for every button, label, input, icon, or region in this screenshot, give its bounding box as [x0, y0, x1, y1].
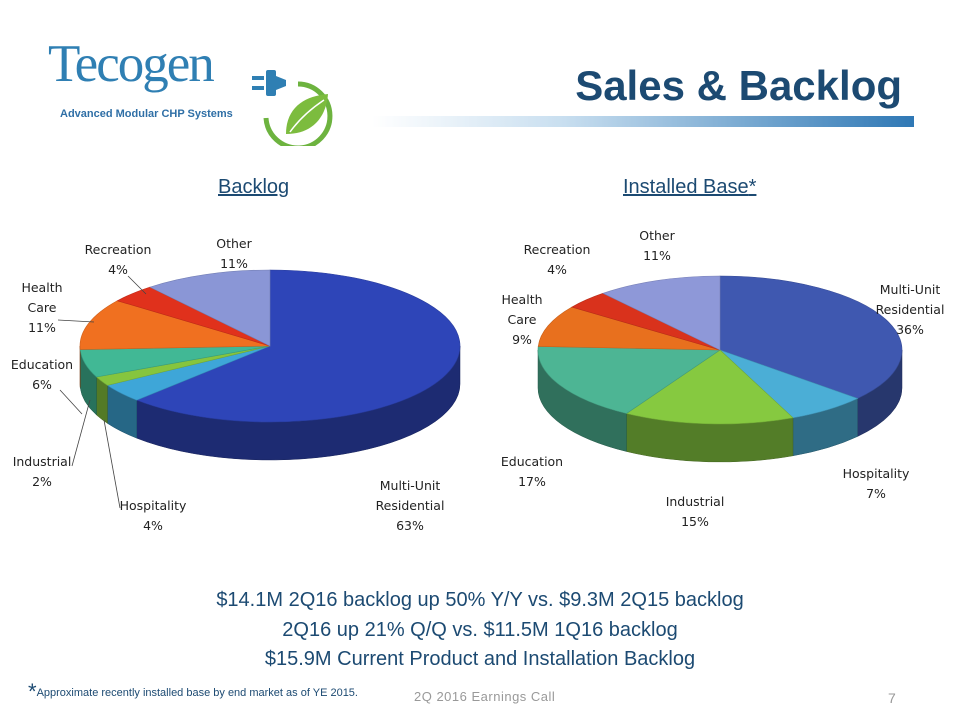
plug-leaf-icon	[252, 70, 333, 146]
backlog-slice-health-care	[79, 300, 271, 350]
backlog-label-recreation: Recreation 4%	[85, 242, 152, 277]
footnote-text: Approximate recently installed base by e…	[36, 687, 358, 699]
installed-slice-multi-unit-residential	[719, 275, 903, 399]
title-underline-bar	[372, 116, 914, 127]
summary-line-1: $14.1M 2Q16 backlog up 50% Y/Y vs. $9.3M…	[216, 589, 744, 611]
installed-label-education: Education 17%	[501, 454, 563, 489]
logo-wordmark: Tecogen	[48, 35, 215, 93]
backlog-leader-line-health-care	[57, 319, 95, 323]
backlog-leader-line-hospitality	[103, 419, 121, 509]
installed-pie: Multi-Unit Residential 36% Hospitality 7% Ind…	[501, 228, 945, 529]
footnote-asterisk: *	[28, 679, 37, 704]
backlog-leader-line-education	[59, 389, 83, 415]
installed-base-chart-title: Installed Base*	[623, 176, 756, 199]
installed-slice-other	[602, 275, 721, 351]
installed-base-title-asterisk: *	[748, 176, 757, 198]
installed-slice-education	[537, 346, 721, 414]
slide-title: Sales & Backlog	[575, 62, 902, 109]
summary-line-2: 2Q16 up 21% Q/Q vs. $11.5M 1Q16 backlog	[282, 619, 678, 641]
installed-slice-industrial	[625, 349, 794, 425]
footer-event: 2Q 2016 Earnings Call	[414, 689, 556, 704]
backlog-slice-other	[149, 269, 271, 347]
company-logo: Tecogen Advanced Modular CHP Systems	[48, 35, 333, 146]
installed-slice-health-care	[537, 306, 721, 351]
footnote: *Approximate recently installed base by …	[28, 679, 358, 705]
backlog-label-multi-unit-residential: Multi-Unit Residential 63%	[376, 478, 445, 533]
installed-label-health-care: Health Care 9%	[501, 292, 542, 347]
backlog-pie: Multi-Unit Residential 63% Hospitality 4% Ind…	[11, 236, 461, 533]
backlog-label-industrial: Industrial 2%	[13, 454, 72, 489]
installed-label-multi-unit-residential: Multi-Unit Residential 36%	[876, 282, 945, 337]
logo-tagline: Advanced Modular CHP Systems	[60, 108, 233, 120]
installed-label-hospitality: Hospitality 7%	[843, 466, 910, 501]
backlog-leader-line-recreation	[127, 275, 147, 295]
backlog-label-health-care: Health Care 11%	[21, 280, 62, 335]
installed-label-recreation: Recreation 4%	[524, 242, 591, 277]
installed-label-industrial: Industrial 15%	[666, 494, 725, 529]
page-number: 7	[888, 690, 896, 706]
backlog-leader-line-industrial	[71, 399, 91, 467]
backlog-slice-multi-unit-residential	[135, 269, 461, 423]
installed-base-title-text: Installed Base	[623, 176, 749, 198]
summary-line-3: $15.9M Current Product and Installation …	[264, 648, 696, 670]
backlog-label-other: Other 11%	[216, 236, 252, 271]
installed-label-other: Other 11%	[639, 228, 675, 263]
backlog-label-education: Education 6%	[11, 357, 73, 392]
backlog-label-hospitality: Hospitality 4%	[120, 498, 187, 533]
backlog-chart-title: Backlog	[218, 176, 290, 198]
